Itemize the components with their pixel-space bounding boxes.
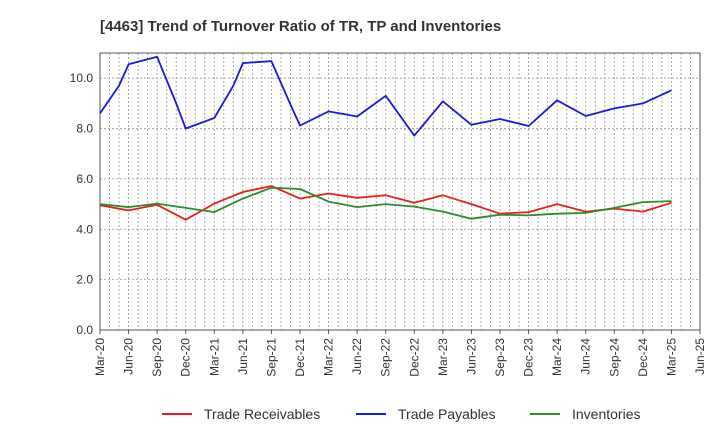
x-tick-label: Jun-24 <box>579 338 593 375</box>
x-tick-label: Mar-23 <box>436 338 450 376</box>
x-tick-label: Mar-22 <box>322 338 336 376</box>
x-tick-label: Jun-22 <box>350 338 364 375</box>
x-tick-label: Dec-22 <box>407 338 421 377</box>
x-tick-label: Mar-24 <box>550 338 564 376</box>
y-tick-label: 8.0 <box>76 122 93 136</box>
x-tick-label: Sep-23 <box>493 338 507 377</box>
x-tick-label: Mar-21 <box>207 338 221 376</box>
x-tick-label: Sep-21 <box>264 338 278 377</box>
series-line-inventories <box>99 186 672 220</box>
series-line-trade-receivables <box>99 185 672 221</box>
x-tick-label: Dec-21 <box>293 338 307 377</box>
x-tick-label: Jun-21 <box>236 338 250 375</box>
x-tick-label: Dec-23 <box>522 338 536 377</box>
legend-label-trade-payables: Trade Payables <box>398 406 496 422</box>
x-tick-label: Dec-24 <box>636 338 650 377</box>
axes: 0.0 2.0 4.0 6.0 8.0 10.0 Mar-20 Jun-20 Sep-20 Dec… <box>70 52 707 377</box>
y-tick-label: 4.0 <box>76 222 93 236</box>
x-tick-label: Mar-25 <box>664 338 678 376</box>
y-tick-label: 6.0 <box>76 172 93 186</box>
chart-title: [4463] Trend of Turnover Ratio of TR, TP… <box>100 18 501 35</box>
series-lines <box>99 55 672 221</box>
plot-frame <box>99 52 701 331</box>
legend-label-trade-receivables: Trade Receivables <box>204 406 320 422</box>
gridlines <box>100 53 700 330</box>
x-tick-label: Sep-20 <box>150 338 164 377</box>
y-tick-label: 2.0 <box>76 273 93 287</box>
x-tick-label: Dec-20 <box>179 338 193 377</box>
x-tick-label: Jun-23 <box>464 338 478 375</box>
x-tick-label: Sep-22 <box>379 338 393 377</box>
legend-label-inventories: Inventories <box>572 406 640 422</box>
legend: Trade Receivables Trade Payables Inventori… <box>162 406 640 422</box>
x-tick-label: Jun-20 <box>122 338 136 375</box>
y-tick-label: 10.0 <box>70 71 94 85</box>
series-line-trade-payables <box>99 55 672 137</box>
x-tick-label: Jun-25 <box>693 338 707 375</box>
y-tick-label: 0.0 <box>76 323 93 337</box>
x-tick-label: Sep-24 <box>607 338 621 377</box>
x-tick-label: Mar-20 <box>93 338 107 376</box>
